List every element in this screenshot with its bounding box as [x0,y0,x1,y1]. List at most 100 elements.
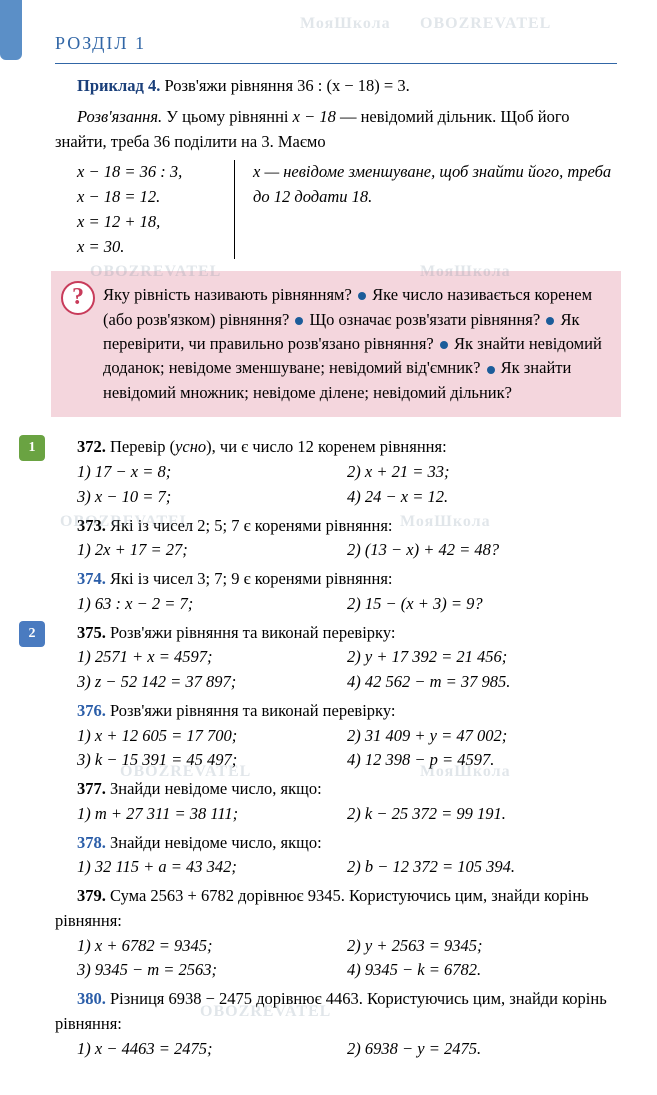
exercise-375: 2375. Розв'яжи рівняння та виконай перев… [55,621,617,695]
exercise-prompt: 377. Знайди невідоме число, якщо: [55,777,617,802]
exercise-number: 373. [77,516,110,535]
header-divider [55,63,617,64]
exercise-part: 4) 12 398 − p = 4597. [347,748,617,773]
exercise-parts: 1) 32 115 + a = 43 342;2) b − 12 372 = 1… [55,855,617,880]
exercise-number: 380. [77,989,110,1008]
exercise-377: 377. Знайди невідоме число, якщо:1) m + … [55,777,617,827]
exercise-prompt: 376. Розв'яжи рівняння та виконай переві… [55,699,617,724]
exercise-part: 1) m + 27 311 = 38 111; [77,802,347,827]
bullet-icon [487,366,495,374]
exercise-376: 376. Розв'яжи рівняння та виконай переві… [55,699,617,773]
exercise-part: 1) x − 4463 = 2475; [77,1037,347,1062]
exercise-part: 3) k − 15 391 = 45 497; [77,748,347,773]
solution-steps: x − 18 = 36 : 3, x − 18 = 12. x = 12 + 1… [55,160,617,259]
example-statement: Приклад 4. Розв'яжи рівняння 36 : (x − 1… [55,74,617,99]
exercise-part: 1) x + 6782 = 9345; [77,934,347,959]
exercise-373: 373. Які із чисел 2; 5; 7 є коренями рів… [55,514,617,564]
bullet-icon [358,292,366,300]
exercise-part: 2) (13 − x) + 42 = 48? [347,538,617,563]
exercise-text: Розв'яжи рівняння та виконай перевірку: [110,701,395,720]
exercise-part: 4) 9345 − k = 6782. [347,958,617,983]
exercise-part: 2) b − 12 372 = 105 394. [347,855,617,880]
exercise-part: 1) 17 − x = 8; [77,460,347,485]
exercise-text: Які із чисел 3; 7; 9 є коренями рівняння… [110,569,393,588]
exercise-parts: 1) x + 6782 = 9345;2) y + 2563 = 9345;3)… [55,934,617,984]
exercise-prompt: 374. Які із чисел 3; 7; 9 є коренями рів… [55,567,617,592]
exercise-level-icon: 2 [19,621,45,647]
exercise-part: 4) 24 − x = 12. [347,485,617,510]
bullet-icon [295,317,303,325]
exercise-prompt: 375. Розв'яжи рівняння та виконай переві… [55,621,617,646]
exercise-part: 3) z − 52 142 = 37 897; [77,670,347,695]
exercise-part: 3) 9345 − m = 2563; [77,958,347,983]
exercise-part: 2) y + 17 392 = 21 456; [347,645,617,670]
exercise-number: 374. [77,569,110,588]
exercise-text: ), чи є число 12 коренем рівняння: [206,437,447,456]
exercise-part: 1) 2571 + x = 4597; [77,645,347,670]
exercise-text: Розв'яжи рівняння та виконай перевірку: [110,623,395,642]
exercise-number: 378. [77,833,110,852]
exercise-part: 2) y + 2563 = 9345; [347,934,617,959]
exercise-parts: 1) x + 12 605 = 17 700;2) 31 409 + y = 4… [55,724,617,774]
exercise-prompt: 379. Сума 2563 + 6782 дорівнює 9345. Кор… [55,884,617,934]
qline: Що означає розв'язати рівняння? [305,310,544,329]
question-mark-icon: ? [61,281,95,315]
step-right-note: x — невідоме зменшуване, щоб знайти його… [235,160,617,259]
exercise-378: 378. Знайди невідоме число, якщо:1) 32 1… [55,831,617,881]
step-line: x − 18 = 36 : 3, [77,160,220,185]
exercise-372: 1372. Перевір (усно), чи є число 12 коре… [55,435,617,509]
solution-label: Розв'язання. [77,107,162,126]
bullet-icon [546,317,554,325]
exercise-prompt: 380. Різниця 6938 − 2475 дорівнює 4463. … [55,987,617,1037]
solution-expr: x − 18 [293,107,336,126]
exercise-text: Які із чисел 2; 5; 7 є коренями рівняння… [110,516,393,535]
qline: Яку рівність називають рівнянням? [103,285,356,304]
exercise-level-icon: 1 [19,435,45,461]
exercise-text: Різниця 6938 − 2475 дорівнює 4463. Корис… [55,989,607,1033]
exercise-part: 2) 15 − (x + 3) = 9? [347,592,617,617]
example-label: Приклад 4. [77,76,160,95]
accent-bar [0,0,22,60]
step-left-col: x − 18 = 36 : 3, x − 18 = 12. x = 12 + 1… [55,160,235,259]
exercise-parts: 1) 2x + 17 = 27;2) (13 − x) + 42 = 48? [55,538,617,563]
exercise-parts: 1) 2571 + x = 4597;2) y + 17 392 = 21 45… [55,645,617,695]
exercise-parts: 1) m + 27 311 = 38 111;2) k − 25 372 = 9… [55,802,617,827]
exercise-380: 380. Різниця 6938 − 2475 дорівнює 4463. … [55,987,617,1061]
solution-intro: Розв'язання. У цьому рівнянні x − 18 — н… [55,105,617,155]
exercise-part: 1) 63 : x − 2 = 7; [77,592,347,617]
section-header: РОЗДІЛ 1 [55,30,617,57]
solution-text-1: У цьому рівнянні [166,107,292,126]
bullet-icon [440,341,448,349]
exercise-text: Знайди невідоме число, якщо: [110,779,322,798]
exercise-part: 1) 32 115 + a = 43 342; [77,855,347,880]
exercise-prompt: 378. Знайди невідоме число, якщо: [55,831,617,856]
exercise-text-italic: усно [175,437,206,456]
exercise-part: 2) x + 21 = 33; [347,460,617,485]
exercise-part: 2) k − 25 372 = 99 191. [347,802,617,827]
exercise-prompt: 373. Які із чисел 2; 5; 7 є коренями рів… [55,514,617,539]
step-line: x − 18 = 12. [77,185,220,210]
exercise-part: 4) 42 562 − m = 37 985. [347,670,617,695]
page-body: РОЗДІЛ 1 Приклад 4. Розв'яжи рівняння 36… [0,0,657,1095]
question-box: ? Яку рівність називають рівнянням? Яке … [51,271,621,417]
exercise-part: 1) 2x + 17 = 27; [77,538,347,563]
exercise-part: 2) 31 409 + y = 47 002; [347,724,617,749]
step-note-text: x — невідоме зменшуване, щоб знайти його… [253,162,611,206]
exercise-text: Знайди невідоме число, якщо: [110,833,322,852]
exercise-part: 1) x + 12 605 = 17 700; [77,724,347,749]
exercise-text: Перевір ( [110,437,175,456]
exercise-parts: 1) 63 : x − 2 = 7;2) 15 − (x + 3) = 9? [55,592,617,617]
exercise-number: 375. [77,623,110,642]
exercise-text: Сума 2563 + 6782 дорівнює 9345. Користую… [55,886,589,930]
exercise-list: 1372. Перевір (усно), чи є число 12 коре… [55,435,617,1061]
exercise-number: 372. [77,437,110,456]
exercise-part: 2) 6938 − y = 2475. [347,1037,617,1062]
exercise-part: 3) x − 10 = 7; [77,485,347,510]
exercise-number: 379. [77,886,110,905]
step-line: x = 30. [77,235,220,260]
step-line: x = 12 + 18, [77,210,220,235]
exercise-374: 374. Які із чисел 3; 7; 9 є коренями рів… [55,567,617,617]
exercise-prompt: 372. Перевір (усно), чи є число 12 корен… [55,435,617,460]
exercise-parts: 1) x − 4463 = 2475;2) 6938 − y = 2475. [55,1037,617,1062]
exercise-number: 377. [77,779,110,798]
